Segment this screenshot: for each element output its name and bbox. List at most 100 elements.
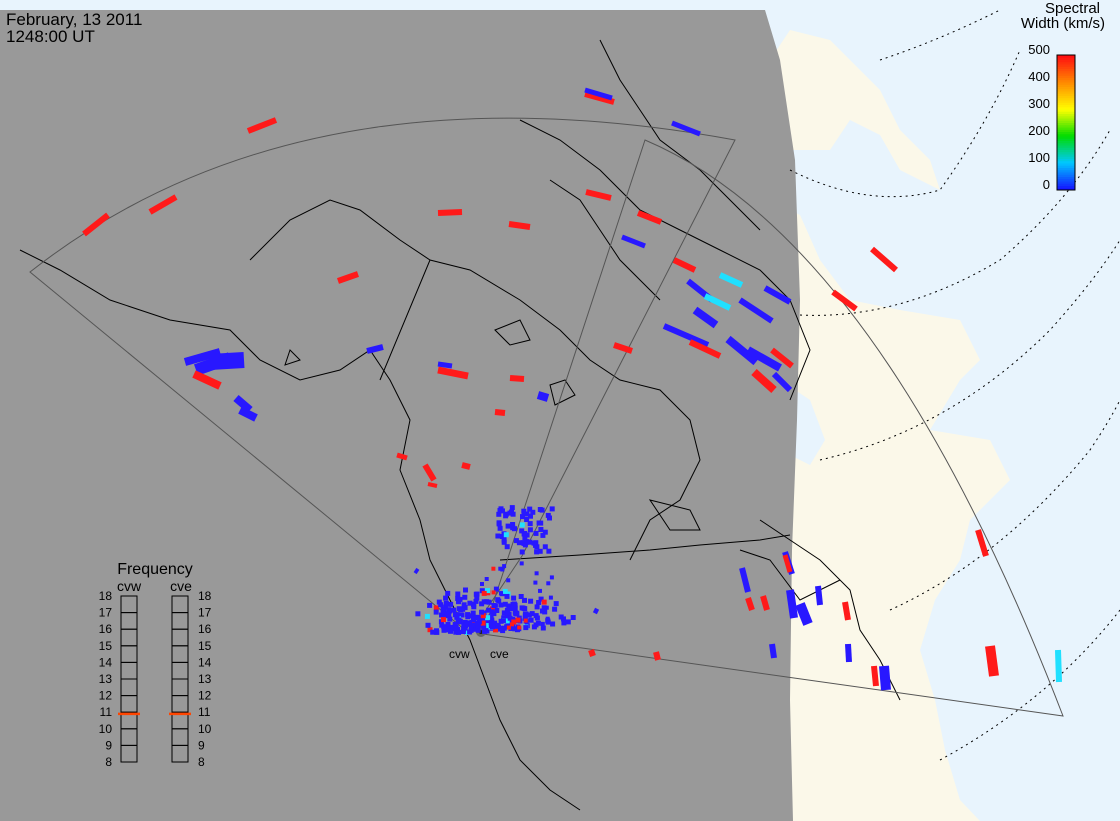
echo-cell xyxy=(433,605,439,611)
echo-cell xyxy=(505,618,511,624)
echo-cell xyxy=(541,605,547,611)
echo-cell xyxy=(534,549,540,555)
echo-cell xyxy=(498,602,504,608)
echo-cell xyxy=(443,595,449,601)
echo-cell xyxy=(337,271,359,284)
echo-cell xyxy=(739,567,751,593)
echo-cell xyxy=(527,539,533,545)
echo-cell xyxy=(437,361,453,369)
colorbar-segment xyxy=(1057,64,1075,67)
echo-cell xyxy=(427,482,438,488)
frequency-tick-label: 18 xyxy=(99,589,113,603)
echo-cell xyxy=(636,210,663,225)
colorbar-segment xyxy=(1057,120,1075,123)
colorbar-segment xyxy=(1057,86,1075,90)
echo-cell xyxy=(454,612,460,618)
echo-cell xyxy=(484,628,490,634)
echo-cell xyxy=(460,606,466,612)
echo-cell xyxy=(519,549,525,555)
echo-cell xyxy=(496,521,502,527)
echo-cell xyxy=(549,575,554,580)
echo-cell xyxy=(479,609,485,615)
frequency-tick-label: 16 xyxy=(99,622,113,636)
echo-cell xyxy=(534,604,540,610)
echo-cell xyxy=(461,626,467,632)
colorbar-segment xyxy=(1057,122,1075,126)
echo-cell xyxy=(879,665,891,691)
colorbar-segment xyxy=(1057,70,1075,74)
echo-cell xyxy=(453,629,459,635)
colorbar-segment xyxy=(1057,73,1075,76)
echo-cell xyxy=(519,522,525,528)
colorbar: Spectral Width (km/s) 500 400 300 200 100 0 xyxy=(1021,0,1105,192)
colorbar-segment xyxy=(1057,100,1075,103)
colorbar-segment xyxy=(1057,115,1075,119)
echo-cell xyxy=(448,624,454,630)
echo-cell xyxy=(975,529,989,557)
colorbar-segment xyxy=(1057,88,1075,92)
echo-cell xyxy=(437,209,463,216)
echo-cell xyxy=(672,257,697,273)
echo-cell xyxy=(511,602,516,606)
echo-cell xyxy=(870,246,898,273)
echo-cell xyxy=(506,578,511,583)
echo-cell xyxy=(542,544,548,550)
echo-cell xyxy=(494,409,506,416)
echo-cell xyxy=(509,375,525,382)
echo-cell xyxy=(760,595,770,611)
echo-cell xyxy=(522,615,528,621)
echo-cell xyxy=(471,604,477,610)
frequency-tick-label: 15 xyxy=(198,639,212,653)
frequency-tick-label: 14 xyxy=(99,655,113,669)
echo-cell xyxy=(512,626,518,632)
colorbar-segment xyxy=(1057,124,1075,128)
echo-cell xyxy=(703,293,732,311)
echo-cell xyxy=(770,347,794,369)
echo-cell xyxy=(519,561,524,566)
echo-cell xyxy=(459,612,465,618)
echo-cell xyxy=(662,323,710,348)
colorbar-segment xyxy=(1057,97,1075,101)
radar-label-cvw: cvw xyxy=(449,647,470,661)
echo-cell xyxy=(769,643,777,659)
echo-cell xyxy=(527,521,533,527)
colorbar-segment xyxy=(1057,147,1075,150)
echo-cell xyxy=(502,588,508,594)
echo-cell xyxy=(507,615,513,621)
echo-cell xyxy=(504,607,510,613)
echo-cell xyxy=(561,620,567,626)
echo-cell xyxy=(540,608,545,614)
mlat-grid xyxy=(789,9,1120,761)
echo-cell xyxy=(505,611,510,616)
echo-cell xyxy=(438,602,444,608)
echo-cell xyxy=(509,509,514,515)
colorbar-segment xyxy=(1057,84,1075,87)
echo-cell xyxy=(508,221,531,230)
echo-cell xyxy=(499,591,503,596)
colorbar-segment xyxy=(1057,138,1075,141)
echo-cell xyxy=(653,651,661,661)
echo-cell xyxy=(233,394,253,414)
colorbar-segment xyxy=(1057,165,1075,168)
echo-cell xyxy=(533,580,538,585)
echo-cell xyxy=(442,613,448,618)
echo-cell xyxy=(725,335,759,366)
frequency-tick-label: 17 xyxy=(99,606,113,620)
echo-cell xyxy=(513,538,519,544)
echo-cell xyxy=(518,594,524,599)
echo-cell xyxy=(537,507,543,512)
echo-cell xyxy=(511,595,517,601)
echo-cell xyxy=(549,506,555,512)
colorbar-segment xyxy=(1057,104,1075,108)
echo-cell xyxy=(472,626,478,632)
echo-cell xyxy=(504,624,510,630)
echo-cell xyxy=(430,629,436,635)
echo-cell xyxy=(500,508,505,514)
echo-cell xyxy=(491,566,496,571)
echo-cell xyxy=(534,571,539,576)
echo-cell xyxy=(500,628,506,634)
frequency-label-cve: cve xyxy=(170,578,192,594)
echo-cell xyxy=(718,272,744,288)
echo-cell xyxy=(486,607,492,613)
echo-cell xyxy=(439,612,444,618)
